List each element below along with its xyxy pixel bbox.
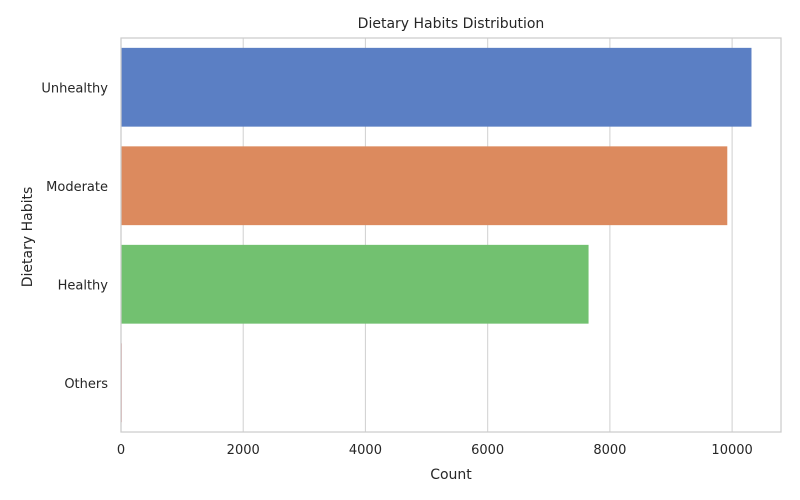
bar-moderate — [121, 146, 728, 226]
x-tick-label: 8000 — [593, 443, 626, 458]
x-tick-label: 2000 — [227, 443, 260, 458]
x-tick-labels: 0 2000 4000 6000 8000 10000 — [117, 443, 753, 458]
x-tick-label: 4000 — [349, 443, 382, 458]
bar-healthy — [121, 244, 589, 324]
y-tick-label: Others — [64, 377, 108, 392]
bars — [121, 47, 752, 423]
y-tick-label: Moderate — [46, 180, 108, 195]
y-axis-label: Dietary Habits — [20, 187, 36, 288]
x-axis-label: Count — [430, 467, 472, 483]
x-tick-label: 10000 — [711, 443, 752, 458]
chart-title: Dietary Habits Distribution — [358, 16, 545, 32]
x-tick-label: 6000 — [471, 443, 504, 458]
plot-frame — [120, 37, 782, 433]
bar-unhealthy — [121, 47, 752, 127]
y-tick-label: Unhealthy — [41, 81, 108, 96]
x-tick-label: 0 — [117, 443, 125, 458]
y-tick-labels: Unhealthy Moderate Healthy Others — [41, 81, 108, 392]
y-tick-label: Healthy — [58, 278, 109, 293]
